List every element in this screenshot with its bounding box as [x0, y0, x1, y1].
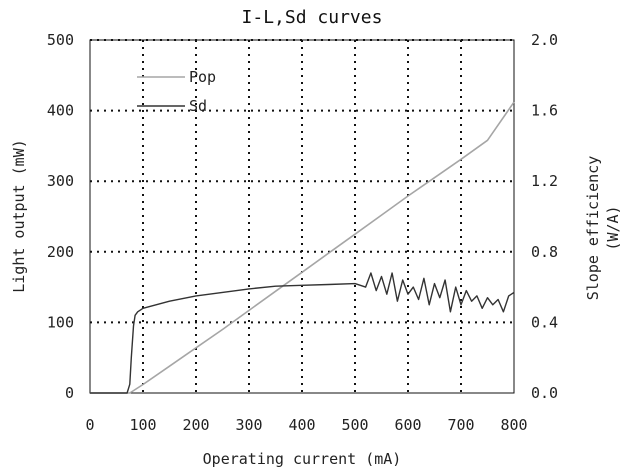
series-line-pop — [90, 101, 515, 394]
plot-frame — [89, 39, 515, 394]
grid — [90, 39, 514, 393]
chart-title: I-L,Sd curves — [242, 7, 383, 28]
y-tick-label: 0 — [65, 384, 74, 402]
y-tick-label: 400 — [47, 102, 74, 120]
x-tick-label: 0 — [85, 416, 94, 434]
x-axis-ticks: 0 100 200 300 400 500 600 700 800 — [85, 416, 527, 434]
y2-axis-label-line2: (W/A) — [604, 205, 622, 250]
y-tick-label: 300 — [47, 172, 74, 190]
y2-tick-label: 1.2 — [531, 172, 558, 190]
y2-tick-label: 0.4 — [531, 313, 558, 331]
legend: Pop Sd — [137, 68, 216, 115]
x-tick-label: 600 — [394, 416, 421, 434]
x-tick-label: 500 — [341, 416, 368, 434]
y2-tick-label: 0.8 — [531, 243, 558, 261]
x-tick-label: 200 — [182, 416, 209, 434]
x-tick-label: 700 — [447, 416, 474, 434]
y2-axis-ticks: 0.0 0.4 0.8 1.2 1.6 2.0 — [531, 31, 558, 402]
legend-label-sd: Sd — [189, 97, 207, 115]
y-tick-label: 200 — [47, 243, 74, 261]
legend-label-pop: Pop — [189, 68, 216, 86]
x-tick-label: 400 — [288, 416, 315, 434]
x-tick-label: 300 — [235, 416, 262, 434]
series-lines — [90, 101, 515, 394]
x-tick-label: 100 — [129, 416, 156, 434]
y-tick-label: 500 — [47, 31, 74, 49]
y2-tick-label: 1.6 — [531, 102, 558, 120]
series-line-sd — [90, 272, 515, 394]
y-axis-label: Light output (mW) — [10, 139, 28, 293]
x-axis-label: Operating current (mA) — [203, 450, 402, 468]
x-tick-label: 800 — [500, 416, 527, 434]
y2-tick-label: 0.0 — [531, 384, 558, 402]
y2-axis-label-line1: Slope efficiency — [584, 156, 602, 301]
y2-tick-label: 2.0 — [531, 31, 558, 49]
y-tick-label: 100 — [47, 313, 74, 331]
y-axis-ticks: 0 100 200 300 400 500 — [47, 31, 74, 402]
